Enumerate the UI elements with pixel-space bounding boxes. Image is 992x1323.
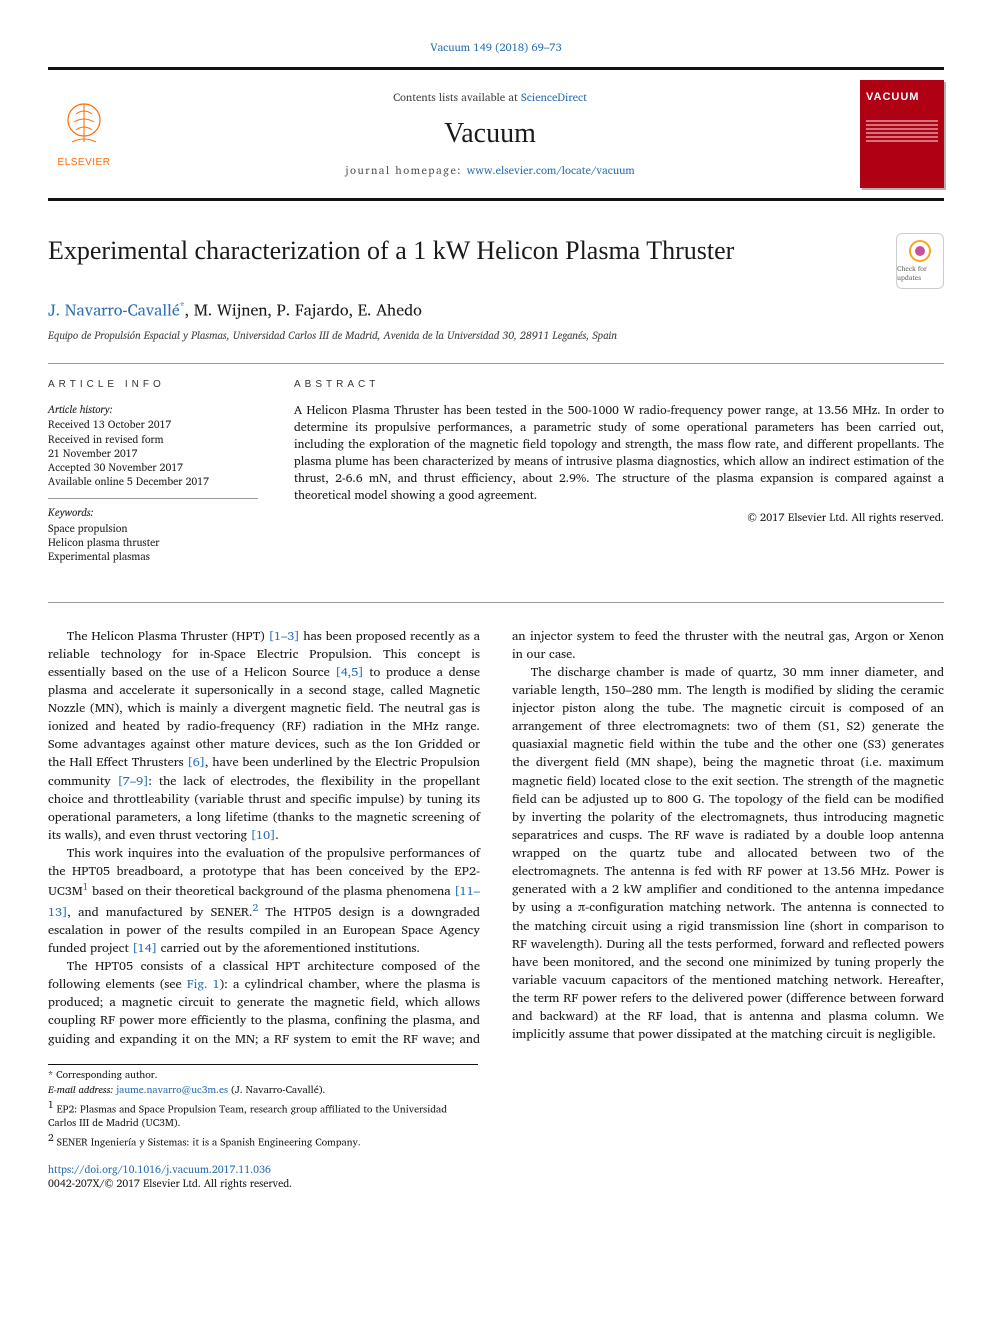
keywords-label: Keywords: <box>48 498 258 520</box>
contents-prefix: Contents lists available at <box>393 88 521 106</box>
homepage-link[interactable]: www.elsevier.com/locate/vacuum <box>467 161 635 179</box>
journal-homepage: journal homepage: www.elsevier.com/locat… <box>138 163 842 178</box>
abstract: ABSTRACT A Helicon Plasma Thruster has b… <box>294 378 944 574</box>
other-authors: , M. Wijnen, P. Fajardo, E. Ahedo <box>185 298 422 324</box>
issn-copyright: 0042-207X/© 2017 Elsevier Ltd. All right… <box>48 1174 292 1192</box>
keywords-block: Space propulsion Helicon plasma thruster… <box>48 521 258 564</box>
text-run: based on their theoretical background of… <box>88 881 454 901</box>
text-run: The Helicon Plasma Thruster (HPT) <box>67 626 269 646</box>
email-suffix: (J. Navarro-Cavallé). <box>228 1082 325 1098</box>
abstract-text: A Helicon Plasma Thruster has been teste… <box>294 402 944 504</box>
fn-sup: 2 <box>48 1130 54 1146</box>
journal-header: ELSEVIER Contents lists available at Sci… <box>48 67 944 201</box>
keyword: Experimental plasmas <box>48 549 258 563</box>
footnote-2: 2 SENER Ingeniería y Sistemas: it is a S… <box>48 1132 478 1150</box>
info-abstract-row: ARTICLE INFO Article history: Received 1… <box>48 363 944 574</box>
fn-text: EP2: Plasmas and Space Propulsion Team, … <box>48 1102 447 1131</box>
publisher-name: ELSEVIER <box>58 156 111 170</box>
body-text: The Helicon Plasma Thruster (HPT) [1–3] … <box>48 627 944 1048</box>
cover-title: VACUUM <box>866 90 938 105</box>
affiliation: Equipo de Propulsión Espacial y Plasmas,… <box>48 328 944 343</box>
paragraph: The Helicon Plasma Thruster (HPT) [1–3] … <box>48 627 480 845</box>
email-label: E-mail address: <box>48 1082 116 1098</box>
citation-link[interactable]: [14] <box>132 938 157 958</box>
history-block: Received 13 October 2017 Received in rev… <box>48 417 258 488</box>
journal-name: Vacuum <box>138 114 842 153</box>
section-divider <box>48 602 944 603</box>
history-label: Article history: <box>48 402 258 417</box>
homepage-label: journal homepage: <box>345 161 466 179</box>
history-line: Available online 5 December 2017 <box>48 474 258 488</box>
top-citation: Vacuum 149 (2018) 69–73 <box>48 40 944 55</box>
citation-link[interactable]: [10] <box>251 825 276 845</box>
citation-link[interactable]: [6] <box>187 752 205 772</box>
sciencedirect-link[interactable]: ScienceDirect <box>521 88 587 106</box>
abstract-copyright: © 2017 Elsevier Ltd. All rights reserved… <box>294 510 944 525</box>
article-info-heading: ARTICLE INFO <box>48 378 258 392</box>
check-updates-label: Check for updates <box>897 265 943 285</box>
corresponding-author-note: * Corresponding author. <box>48 1069 478 1082</box>
text-run: ): a cylindrical chamber, where <box>220 974 405 994</box>
cover-decor <box>866 120 938 142</box>
text-run: carried out by the aforementioned instit… <box>157 938 420 958</box>
corresponding-author[interactable]: J. Navarro-Cavallé <box>48 298 180 324</box>
article-info: ARTICLE INFO Article history: Received 1… <box>48 378 258 574</box>
contents-line: Contents lists available at ScienceDirec… <box>138 90 842 105</box>
abstract-heading: ABSTRACT <box>294 378 944 392</box>
text-run: , and manufactured by SENER. <box>67 902 252 922</box>
header-center: Contents lists available at ScienceDirec… <box>138 90 842 178</box>
article-title: Experimental characterization of a 1 kW … <box>48 233 734 269</box>
text-run: . <box>275 825 279 845</box>
author-list: J. Navarro-Cavallé*, M. Wijnen, P. Fajar… <box>48 299 944 322</box>
title-row: Experimental characterization of a 1 kW … <box>48 233 944 289</box>
fn-text: SENER Ingeniería y Sistemas: it is a Spa… <box>57 1135 361 1151</box>
author-email-link[interactable]: jaume.navarro@uc3m.es <box>116 1082 228 1098</box>
figure-link[interactable]: Fig. 1 <box>187 974 220 994</box>
doi-block: https://doi.org/10.1016/j.vacuum.2017.11… <box>48 1162 944 1191</box>
article-page: Vacuum 149 (2018) 69–73 ELSEVIER Content… <box>0 0 992 1231</box>
crossmark-icon <box>908 239 932 263</box>
journal-cover-thumbnail: VACUUM <box>860 80 944 188</box>
citation-link[interactable]: [4,5] <box>335 662 363 682</box>
elsevier-tree-icon <box>56 98 112 154</box>
paragraph: The discharge chamber is made of quartz,… <box>512 663 944 1044</box>
paragraph: This work inquires into the evaluation o… <box>48 844 480 957</box>
citation-link[interactable]: [7–9] <box>118 771 149 791</box>
footnotes: * Corresponding author. E-mail address: … <box>48 1064 478 1150</box>
footnote-1: 1 EP2: Plasmas and Space Propulsion Team… <box>48 1099 478 1130</box>
citation-link[interactable]: [1–3] <box>269 626 300 646</box>
fn-sup: 1 <box>48 1097 54 1113</box>
email-line: E-mail address: jaume.navarro@uc3m.es (J… <box>48 1084 478 1097</box>
check-for-updates-badge[interactable]: Check for updates <box>896 233 944 289</box>
publisher-logo: ELSEVIER <box>48 95 120 173</box>
